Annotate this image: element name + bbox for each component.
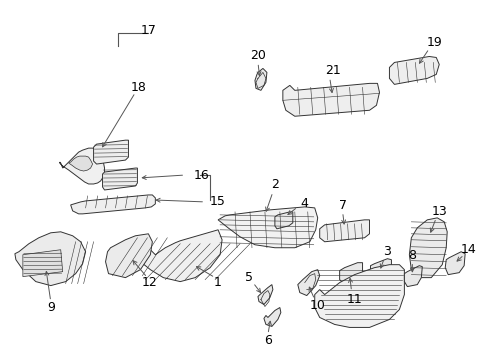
Polygon shape (254, 68, 266, 90)
Polygon shape (218, 207, 317, 248)
Polygon shape (102, 168, 137, 190)
Text: 17: 17 (140, 24, 156, 37)
Text: 3: 3 (383, 245, 390, 258)
Polygon shape (282, 84, 379, 116)
Text: 7: 7 (338, 199, 346, 212)
Text: 16: 16 (193, 168, 208, 181)
Text: 18: 18 (130, 81, 146, 94)
Polygon shape (15, 232, 85, 285)
Text: 2: 2 (270, 179, 278, 192)
Text: 9: 9 (47, 301, 55, 314)
Polygon shape (339, 263, 362, 285)
Text: 15: 15 (210, 195, 225, 208)
Text: 21: 21 (324, 64, 340, 77)
Text: 19: 19 (426, 36, 441, 49)
Text: 11: 11 (346, 293, 362, 306)
Polygon shape (314, 265, 404, 328)
Text: 10: 10 (309, 299, 325, 312)
Polygon shape (388, 57, 438, 84)
Polygon shape (408, 218, 447, 278)
Text: 1: 1 (214, 276, 222, 289)
Polygon shape (68, 156, 92, 171)
Polygon shape (60, 148, 104, 184)
Polygon shape (105, 234, 152, 278)
Text: 6: 6 (264, 334, 271, 347)
Polygon shape (297, 270, 319, 296)
Polygon shape (71, 195, 155, 214)
Polygon shape (23, 250, 62, 276)
Text: 4: 4 (300, 197, 308, 210)
Text: 14: 14 (459, 243, 475, 256)
Polygon shape (404, 266, 422, 287)
Polygon shape (370, 259, 390, 280)
Text: 20: 20 (249, 49, 265, 62)
Polygon shape (274, 212, 292, 229)
Polygon shape (258, 285, 272, 305)
Polygon shape (93, 140, 128, 164)
Text: 13: 13 (430, 205, 446, 219)
Polygon shape (264, 307, 280, 327)
Text: 12: 12 (141, 276, 157, 289)
Text: 5: 5 (244, 271, 252, 284)
Polygon shape (138, 230, 222, 282)
Text: 8: 8 (407, 249, 415, 262)
Polygon shape (444, 252, 464, 275)
Polygon shape (319, 220, 369, 242)
